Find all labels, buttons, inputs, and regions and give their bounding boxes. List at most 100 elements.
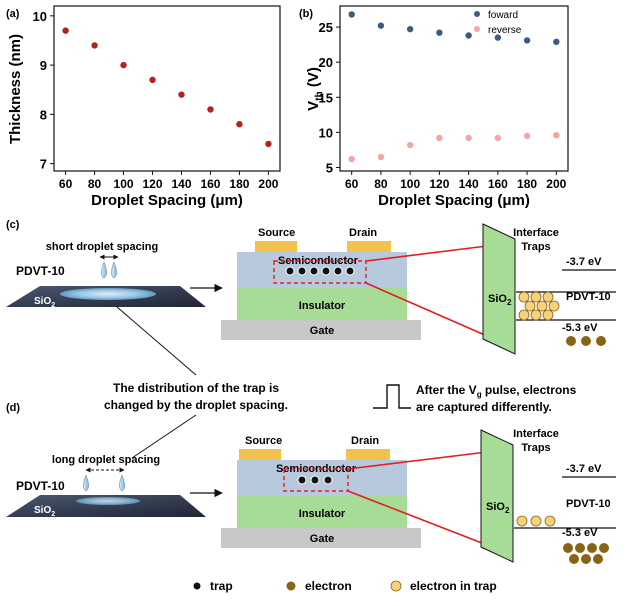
chart-a-y-label: Thickness (nm): [7, 34, 24, 144]
electron-in-trap: [530, 309, 542, 321]
chart-a-point-s0: [265, 140, 272, 148]
electron-in-trap: [548, 300, 560, 312]
chart-b-x-tick-label: 160: [488, 177, 508, 191]
trap: [285, 266, 295, 276]
chart-b-point-s0: [553, 38, 560, 46]
electron-in-trap: [530, 291, 542, 303]
chart-a-frame: [53, 5, 281, 172]
chart-a-point-s0: [178, 91, 185, 98]
bottom-legend: trap electron electron in trap: [193, 579, 497, 593]
panel-d-droplet-2: [119, 474, 125, 492]
panel-c-gate-label: Gate: [310, 325, 334, 337]
chart-b-legend-forward: foward: [488, 10, 518, 21]
chart-a-y-tick-label: 7: [40, 157, 47, 172]
panel-c-droplet-2: [111, 261, 117, 279]
chart-a-y-tick-label: 9: [40, 58, 47, 73]
electron-in-trap: [524, 300, 536, 312]
chart-b-y-tick-label: 5: [326, 160, 333, 175]
panel-d-zoom-line-top: [347, 451, 488, 470]
caption-left-line-2: changed by the droplet spacing.: [104, 398, 288, 412]
chart-a-x-tick-label: 160: [200, 177, 220, 191]
chart-b-point-s0: [406, 25, 414, 33]
panel-c-zoom-line-bottom: [365, 282, 488, 337]
electron: [596, 336, 606, 346]
chart-a-x-tick-label: 180: [229, 177, 249, 191]
panel-d-film: [76, 497, 140, 505]
panel-d-droplet-1: [83, 474, 89, 492]
panel-c-drain-electrode: [347, 241, 391, 252]
panel-d-level-top: -3.7 eV: [566, 463, 602, 475]
trap: [333, 266, 343, 276]
chart-a: (a) 60 80 100 120 140 160 180 200 7 8 9 10 Droplet…: [6, 5, 281, 209]
electron-in-trap: [542, 309, 554, 321]
panel-c-zoom-line-top: [365, 245, 488, 262]
chart-a-x-ticks: 60 80 100 120 140 160 180 200: [59, 171, 279, 191]
chart-b-x-tick-label: 120: [429, 177, 449, 191]
electron: [593, 554, 603, 564]
panel-c-traps-title-2: Traps: [521, 241, 550, 253]
chart-a-point-s0: [236, 121, 243, 128]
chart-a-x-label: Droplet Spacing (μm): [91, 192, 243, 209]
panel-d-traps: [297, 475, 333, 485]
electron-in-trap: [518, 291, 530, 303]
panel-d-source-label: Source: [245, 435, 282, 447]
chart-b-panel-label: (b): [299, 8, 313, 20]
panel-d-zoom-line-bottom: [347, 490, 488, 546]
caption-pointer-top: [116, 306, 197, 376]
trap: [309, 266, 319, 276]
chart-b-y-tick-label: 10: [319, 125, 333, 140]
chart-b-point-s1: [377, 153, 385, 161]
panel-d-insulator-label: Insulator: [299, 508, 346, 520]
panel-c-gate: [221, 320, 421, 340]
chart-a-point-s0: [207, 106, 214, 113]
panel-d-gate: [221, 528, 421, 548]
chart-b-point-s1: [553, 131, 560, 139]
chart-a-y-tick-label: 10: [33, 9, 47, 24]
chart-b-x-tick-label: 200: [546, 177, 566, 191]
electron: [599, 543, 609, 553]
chart-a-point-s0: [120, 61, 127, 69]
panel-d-material: PDVT-10: [16, 479, 65, 493]
trap: [323, 475, 333, 485]
electron-in-trap: [544, 515, 556, 527]
panel-c-traps: [285, 266, 355, 276]
chart-b-legend-reverse: reverse: [488, 25, 522, 36]
chart-b-y-tick-label: 25: [319, 20, 333, 35]
chart-a-x-tick-label: 60: [59, 177, 73, 191]
caption-pointer-bottom: [131, 414, 197, 459]
panel-c-level-name: PDVT-10: [566, 291, 611, 303]
chart-a-point-s0: [62, 27, 69, 34]
chart-b-y-label: Vth (V): [305, 67, 325, 111]
trap: [345, 266, 355, 276]
chart-a-x-tick-label: 80: [88, 177, 102, 191]
electron: [569, 554, 579, 564]
chart-a-x-tick-label: 200: [258, 177, 278, 191]
panel-d-gate-label: Gate: [310, 533, 334, 545]
chart-b-point-s1: [348, 155, 355, 163]
legend-electron-label: electron: [305, 579, 352, 593]
chart-b-y-tick-label: 15: [319, 90, 333, 105]
chart-b-point-s1: [523, 132, 531, 140]
panel-d-oxide-slab: [480, 429, 514, 563]
panel-d-semiconductor-label: Semiconductor: [276, 463, 357, 475]
panel-d-insulator: [237, 496, 407, 528]
electron-in-trap: [518, 309, 530, 321]
chart-a-points: [62, 27, 272, 148]
panel-d-source-electrode: [239, 449, 281, 460]
chart-b-x-tick-label: 80: [374, 177, 388, 191]
panel-d: (d) long droplet spacing PDVT-10 SiO2 So…: [6, 402, 616, 564]
panel-d-traps-title-1: Interface: [513, 428, 559, 440]
panel-c-level-bottom: -5.3 eV: [562, 322, 598, 334]
chart-a-x-tick-label: 120: [142, 177, 162, 191]
panel-c-source-electrode: [255, 241, 297, 252]
electron-in-trap: [542, 291, 554, 303]
caption-right-line-2: are captured differently.: [416, 400, 552, 414]
chart-b-x-ticks: 60 80 100 120 140 160 180 200: [345, 171, 567, 191]
panel-c-droplet-1: [101, 261, 107, 279]
panel-d-drain-electrode: [346, 449, 390, 460]
panel-c-insulator-label: Insulator: [299, 300, 346, 312]
panel-c: (c) short droplet spacing PDVT-10 SiO2 S…: [6, 219, 616, 355]
legend-trap-swatch: [193, 582, 201, 590]
chart-a-y-tick-label: 8: [40, 107, 47, 122]
